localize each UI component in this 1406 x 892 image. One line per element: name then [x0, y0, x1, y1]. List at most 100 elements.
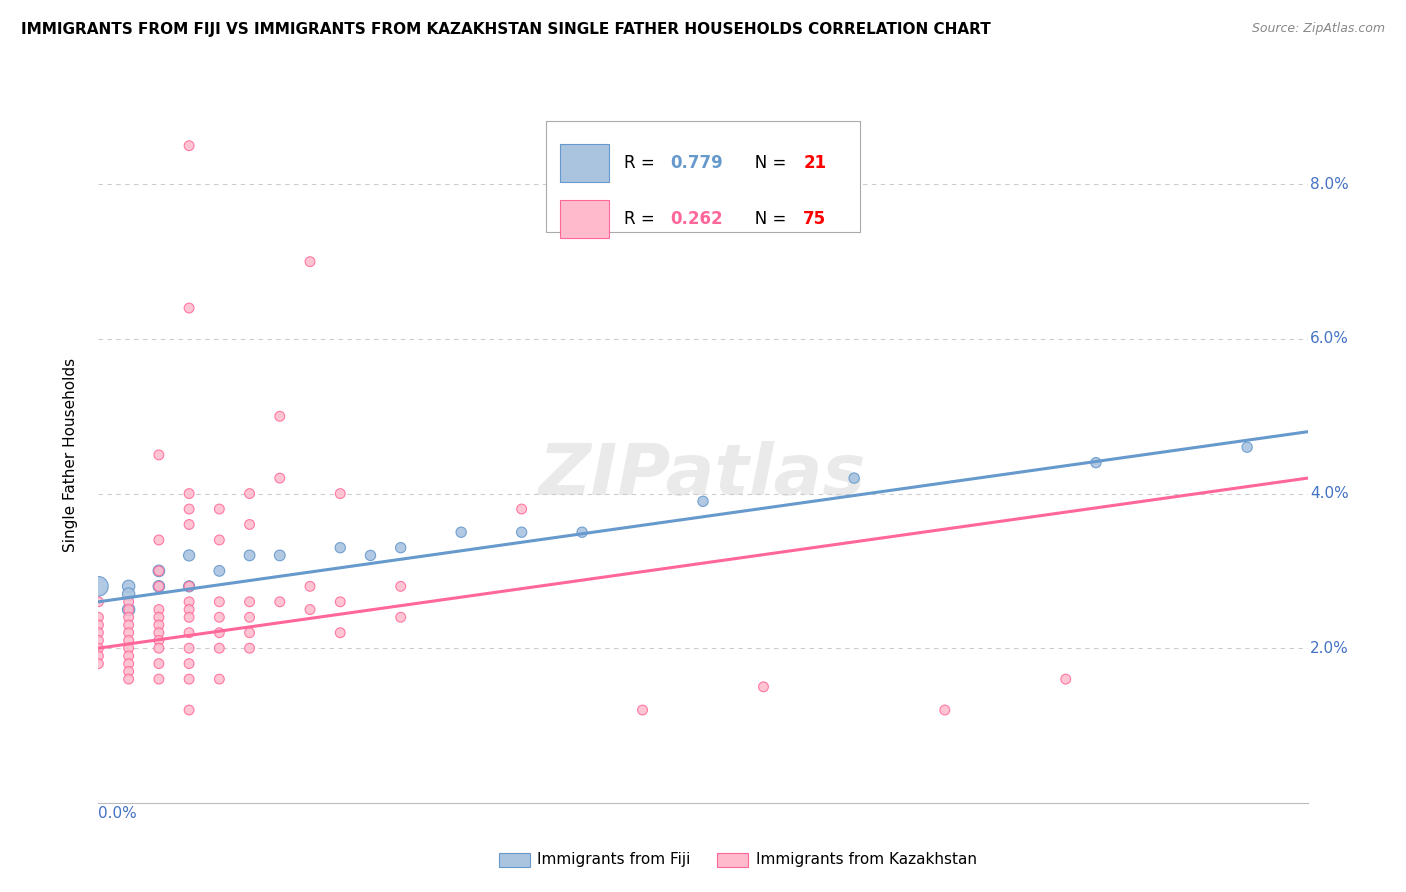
Point	[208, 672, 231, 686]
Text: Source: ZipAtlas.com: Source: ZipAtlas.com	[1251, 22, 1385, 36]
Point	[269, 471, 291, 485]
Point	[510, 502, 533, 516]
Point	[148, 610, 170, 624]
Point	[239, 595, 262, 609]
Point	[87, 657, 110, 671]
Text: R =: R =	[624, 210, 661, 228]
Point	[179, 301, 201, 315]
Point	[148, 657, 170, 671]
Point	[269, 409, 291, 424]
Point	[87, 648, 110, 663]
Point	[118, 641, 141, 656]
Point	[179, 641, 201, 656]
Point	[692, 494, 714, 508]
Point	[179, 625, 201, 640]
Point	[118, 602, 141, 616]
Point	[239, 641, 262, 656]
Point	[118, 595, 141, 609]
Point	[87, 633, 110, 648]
Point	[148, 564, 170, 578]
Point	[239, 517, 262, 532]
Point	[148, 618, 170, 632]
Point	[148, 533, 170, 547]
Point	[87, 595, 110, 609]
Point	[631, 703, 654, 717]
Text: Immigrants from Kazakhstan: Immigrants from Kazakhstan	[756, 853, 977, 867]
Text: 4.0%: 4.0%	[1310, 486, 1348, 501]
Text: 21: 21	[803, 154, 827, 172]
Point	[389, 541, 412, 555]
Point	[87, 610, 110, 624]
Point	[87, 618, 110, 632]
Text: 8.0%: 8.0%	[1310, 177, 1348, 192]
Point	[87, 641, 110, 656]
Point	[208, 625, 231, 640]
Point	[329, 625, 352, 640]
Point	[87, 579, 110, 593]
Point	[179, 579, 201, 593]
Text: N =: N =	[740, 154, 792, 172]
Point	[118, 665, 141, 679]
Point	[148, 633, 170, 648]
Text: IMMIGRANTS FROM FIJI VS IMMIGRANTS FROM KAZAKHSTAN SINGLE FATHER HOUSEHOLDS CORR: IMMIGRANTS FROM FIJI VS IMMIGRANTS FROM …	[21, 22, 991, 37]
Point	[208, 641, 231, 656]
Point	[118, 672, 141, 686]
Point	[389, 579, 412, 593]
Text: N =: N =	[740, 210, 792, 228]
Point	[844, 471, 866, 485]
Point	[239, 549, 262, 563]
Point	[571, 525, 593, 540]
Point	[179, 703, 201, 717]
Text: 75: 75	[803, 210, 827, 228]
Point	[179, 502, 201, 516]
Text: 2.0%: 2.0%	[1310, 640, 1348, 656]
Point	[87, 625, 110, 640]
Text: Immigrants from Fiji: Immigrants from Fiji	[537, 853, 690, 867]
Point	[239, 625, 262, 640]
Point	[148, 579, 170, 593]
Point	[329, 486, 352, 500]
Point	[1085, 456, 1108, 470]
Point	[299, 602, 322, 616]
Point	[118, 648, 141, 663]
Point	[179, 672, 201, 686]
Point	[148, 672, 170, 686]
Point	[1054, 672, 1077, 686]
Point	[208, 502, 231, 516]
Point	[389, 610, 412, 624]
Point	[118, 602, 141, 616]
Point	[450, 525, 472, 540]
Point	[208, 564, 231, 578]
Point	[510, 525, 533, 540]
Point	[239, 486, 262, 500]
Text: R =: R =	[624, 154, 661, 172]
Point	[179, 549, 201, 563]
Point	[299, 579, 322, 593]
Point	[148, 579, 170, 593]
Point	[208, 595, 231, 609]
Point	[752, 680, 775, 694]
Point	[148, 564, 170, 578]
Point	[179, 657, 201, 671]
Y-axis label: Single Father Households: Single Father Households	[63, 358, 77, 552]
Point	[179, 602, 201, 616]
Text: 6.0%: 6.0%	[1310, 332, 1348, 346]
Point	[1236, 440, 1258, 454]
Point	[208, 610, 231, 624]
FancyBboxPatch shape	[561, 145, 609, 182]
Point	[179, 595, 201, 609]
Point	[118, 579, 141, 593]
Point	[118, 657, 141, 671]
Point	[148, 625, 170, 640]
Point	[179, 486, 201, 500]
Point	[179, 579, 201, 593]
Point	[179, 138, 201, 153]
Point	[118, 618, 141, 632]
Point	[148, 448, 170, 462]
Point	[208, 533, 231, 547]
Point	[179, 517, 201, 532]
Point	[329, 595, 352, 609]
Point	[239, 610, 262, 624]
Point	[269, 595, 291, 609]
Text: ZIPatlas: ZIPatlas	[540, 442, 866, 510]
